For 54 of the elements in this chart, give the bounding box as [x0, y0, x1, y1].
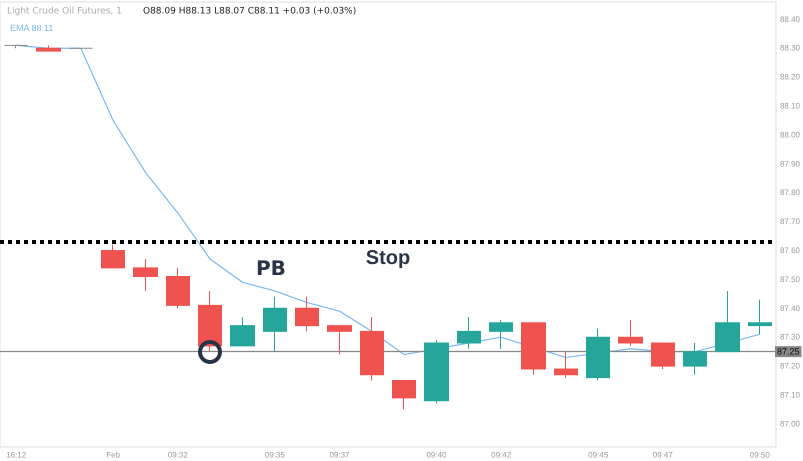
x-tick-label: 09:40	[426, 450, 448, 460]
y-tick-label: 88.40	[780, 14, 801, 24]
candlestick	[554, 351, 578, 378]
x-tick-label: 09:47	[652, 450, 674, 460]
candlestick	[683, 342, 707, 376]
candlestick	[133, 258, 158, 292]
y-tick-label: 87.10	[780, 390, 801, 400]
x-tick-label: 09:45	[588, 450, 609, 460]
ref-line-label: 87.25	[776, 346, 800, 357]
candlestick	[230, 316, 255, 346]
y-tick-label: 87.60	[780, 246, 801, 256]
candlestick	[715, 290, 740, 352]
y-tick-label: 88.20	[780, 72, 801, 82]
y-tick-label: 87.90	[780, 159, 801, 168]
y-tick-label: 88.10	[780, 102, 801, 111]
y-tick-label: 87.70	[780, 217, 801, 226]
text: Light Crude Oil Futures, 1	[7, 6, 122, 16]
x-tick-label: 09:50	[750, 450, 770, 460]
y-tick-label: 87.20	[780, 362, 801, 371]
candlestick	[424, 340, 449, 404]
candlestick	[4, 44, 28, 49]
y-tick-label: 87.50	[780, 274, 801, 284]
annotation: PB	[256, 256, 286, 280]
candlestick	[748, 299, 772, 335]
candlestick	[392, 380, 416, 410]
x-tick-label: 09:32	[168, 450, 188, 460]
candlestick	[489, 319, 513, 350]
candlestick	[457, 316, 481, 350]
text: O88.09 H88.13 L88.07 C88.11 +0.03 (+0.03%)	[143, 6, 356, 16]
candlestick	[295, 296, 319, 332]
candlestick	[101, 244, 125, 268]
y-tick-label: 87.30	[780, 332, 801, 342]
y-tick-label: 87.40	[780, 304, 801, 313]
x-tick-label: 09:35	[264, 450, 286, 460]
candlestick	[360, 316, 384, 382]
candlestick	[327, 325, 352, 356]
candlestick	[521, 322, 546, 376]
candlestick	[651, 342, 675, 370]
y-tick-label: 88.00	[780, 130, 801, 140]
series-label: EMA 88.11	[10, 23, 54, 33]
x-tick-label: 16:12	[6, 450, 27, 460]
ref-line-label: Stop	[366, 246, 410, 269]
candlestick	[618, 319, 643, 346]
candlestick	[36, 44, 61, 52]
candlestick	[198, 290, 222, 352]
y-tick-label: 88.30	[780, 44, 801, 53]
candlestick	[166, 267, 190, 309]
x-tick-label: Feb	[106, 450, 121, 460]
candlestick	[586, 328, 610, 382]
y-tick-label: 87.80	[780, 188, 801, 198]
y-tick-label: 87.00	[780, 419, 801, 428]
x-tick-label: 09:37	[329, 450, 350, 460]
candlestick	[263, 296, 287, 352]
x-tick-label: 09:42	[491, 450, 512, 460]
